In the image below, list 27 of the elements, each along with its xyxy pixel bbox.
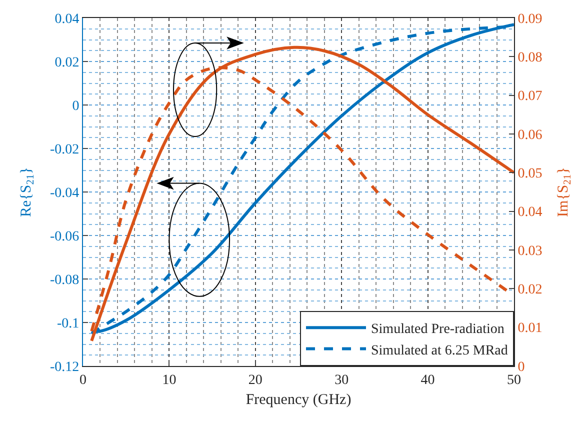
y2-tick-label: 0.03 (518, 244, 542, 259)
legend-label: Simulated Pre-radiation (371, 322, 504, 338)
y-tick-label: -0.04 (50, 186, 80, 201)
legend-label: Simulated at 6.25 MRad (371, 343, 508, 358)
y2-tick-label: 0.07 (518, 89, 542, 104)
x-tick-label: 10 (162, 372, 176, 388)
y-tick-label: 0 (72, 98, 80, 114)
x-tick-label: 30 (334, 372, 349, 388)
y2-tick-label: 0.02 (518, 282, 542, 298)
y-tick-label: -0.06 (50, 229, 80, 244)
y2-tick-label: 0.08 (518, 50, 542, 66)
y-tick-label: -0.12 (50, 360, 80, 375)
y-tick-label: -0.08 (50, 272, 80, 288)
x-tick-label: 40 (420, 372, 435, 388)
x-tick-label: 50 (507, 372, 521, 388)
y2-tick-label: 0.05 (518, 166, 542, 182)
y-tick-label: 0.02 (54, 55, 80, 70)
y2-tick-label: 0.04 (518, 205, 542, 220)
x-axis-title: Frequency (GHz) (246, 392, 352, 408)
y2-tick-label: 0.01 (518, 321, 542, 336)
y-tick-label: -0.02 (50, 142, 80, 158)
y2-tick-label: 0 (518, 360, 525, 375)
y-tick-label: -0.1 (57, 316, 80, 332)
y2-tick-label: 0.06 (518, 128, 542, 143)
y2-tick-label: 0.09 (518, 12, 542, 27)
y-tick-label: 0.04 (54, 12, 80, 27)
x-tick-label: 20 (248, 372, 262, 388)
